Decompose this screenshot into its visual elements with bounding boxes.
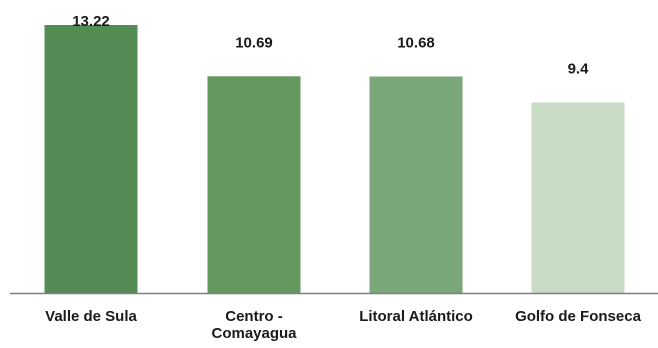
category-label-3: Golfo de Fonseca xyxy=(515,308,642,325)
value-label-1: 10.69 xyxy=(235,34,273,51)
category-label-1-line-0: Centro - xyxy=(225,308,283,325)
value-label-2: 10.68 xyxy=(397,34,435,51)
bars-layer xyxy=(44,25,625,294)
value-labels-layer: 13.22 10.69 10.68 9.4 xyxy=(72,13,589,77)
category-label-1-line-1: Comayagua xyxy=(211,325,297,342)
category-label-2: Litoral Atlántico xyxy=(359,308,473,325)
bar-0 xyxy=(44,25,138,293)
category-label-0: Valle de Sula xyxy=(45,308,137,325)
bar-1 xyxy=(207,76,301,293)
category-labels-layer: Valle de Sula Centro -Comayagua Litoral At… xyxy=(45,308,641,342)
bar-3 xyxy=(531,102,625,293)
value-label-3: 9.4 xyxy=(568,60,590,77)
bar-2 xyxy=(369,76,463,294)
value-label-0: 13.22 xyxy=(72,13,110,30)
